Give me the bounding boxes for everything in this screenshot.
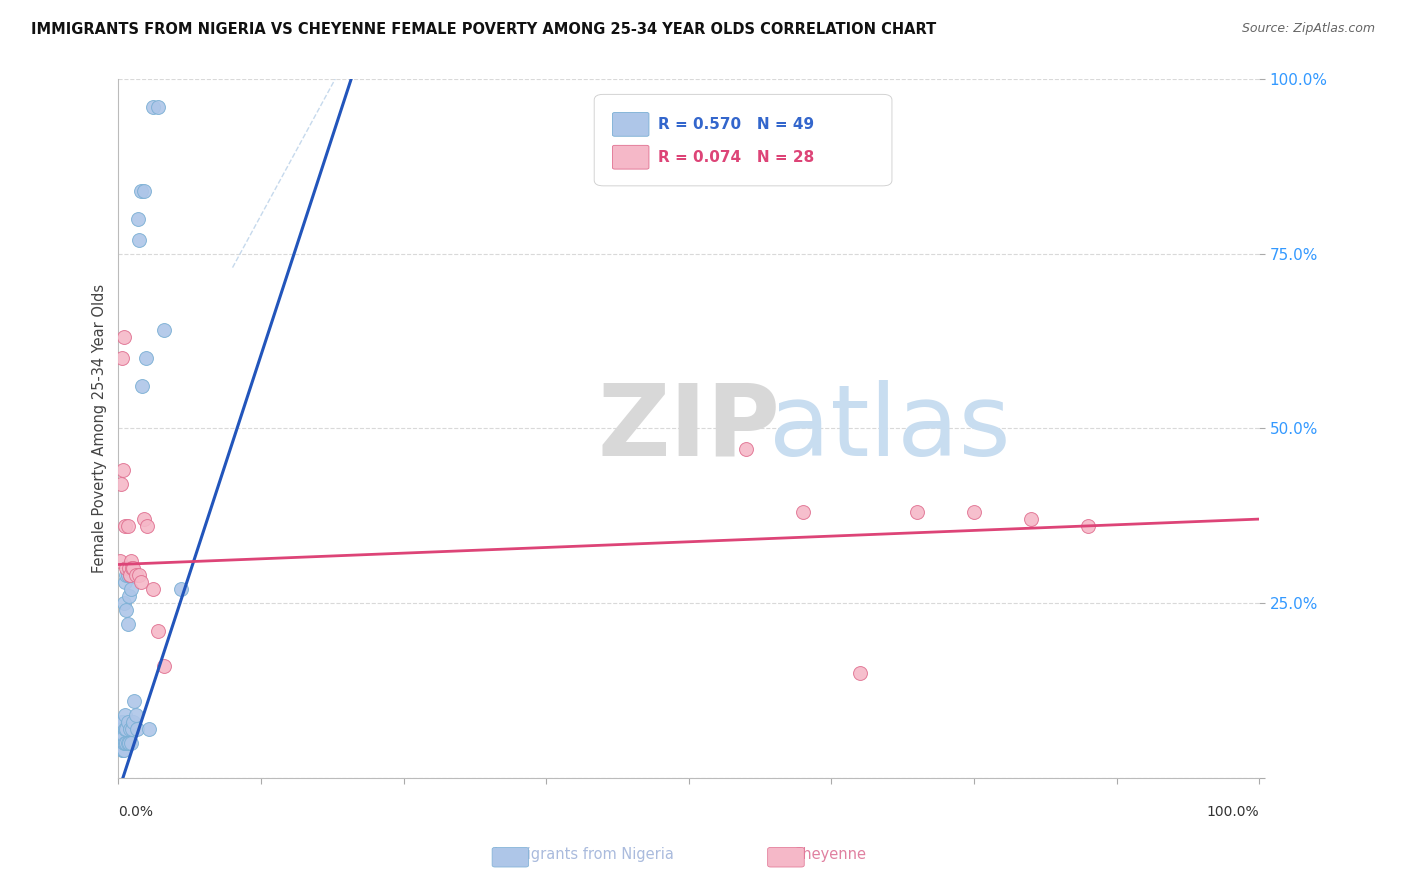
Point: [129, 574, 152, 589]
Point: [122, 561, 145, 575]
Point: [142, 100, 165, 114]
Point: [112, 330, 135, 344]
Point: [849, 665, 872, 680]
Point: [131, 379, 153, 393]
Point: [135, 351, 157, 366]
Point: [121, 722, 143, 736]
Point: [114, 574, 136, 589]
Point: [118, 736, 141, 750]
Point: [1019, 512, 1042, 526]
Point: [111, 722, 134, 736]
Point: [118, 568, 141, 582]
Point: [1077, 519, 1099, 533]
Point: [112, 742, 135, 756]
Point: [124, 694, 146, 708]
Point: [108, 722, 131, 736]
Point: [114, 707, 136, 722]
Point: [125, 722, 148, 736]
Point: [114, 722, 136, 736]
Text: IMMIGRANTS FROM NIGERIA VS CHEYENNE FEMALE POVERTY AMONG 25-34 YEAR OLDS CORRELA: IMMIGRANTS FROM NIGERIA VS CHEYENNE FEMA…: [31, 22, 936, 37]
Point: [735, 442, 758, 457]
Point: [111, 714, 134, 729]
Text: Source: ZipAtlas.com: Source: ZipAtlas.com: [1241, 22, 1375, 36]
Point: [138, 722, 160, 736]
Point: [111, 742, 134, 756]
Point: [124, 568, 146, 582]
Point: [128, 233, 150, 247]
Point: [110, 714, 132, 729]
Point: [117, 616, 139, 631]
Point: [115, 603, 138, 617]
Point: [118, 589, 141, 603]
Point: [108, 736, 131, 750]
Point: [117, 714, 139, 729]
Point: [115, 736, 138, 750]
Text: Cheyenne: Cheyenne: [793, 847, 866, 862]
Point: [122, 714, 145, 729]
Point: [111, 736, 134, 750]
Point: [111, 742, 134, 756]
Text: ZIP: ZIP: [598, 380, 780, 476]
Point: [170, 582, 193, 596]
Point: [153, 658, 176, 673]
Point: [148, 100, 170, 114]
Point: [120, 582, 142, 596]
FancyBboxPatch shape: [595, 95, 891, 186]
Point: [112, 729, 135, 743]
Point: [963, 505, 986, 519]
Point: [127, 211, 149, 226]
Point: [118, 561, 141, 575]
Text: R = 0.074   N = 28: R = 0.074 N = 28: [658, 150, 814, 165]
Point: [792, 505, 814, 519]
Point: [905, 505, 928, 519]
Point: [118, 568, 141, 582]
Text: atlas: atlas: [769, 380, 1011, 476]
Point: [114, 519, 136, 533]
Point: [120, 554, 142, 568]
Point: [111, 351, 134, 366]
Point: [148, 624, 170, 638]
Point: [114, 736, 136, 750]
Point: [112, 736, 135, 750]
Point: [110, 477, 132, 491]
FancyBboxPatch shape: [613, 112, 650, 136]
Text: R = 0.570   N = 49: R = 0.570 N = 49: [658, 117, 814, 132]
Point: [132, 184, 155, 198]
Point: [115, 722, 138, 736]
Point: [112, 596, 135, 610]
Point: [117, 519, 139, 533]
Point: [120, 736, 142, 750]
Y-axis label: Female Poverty Among 25-34 Year Olds: Female Poverty Among 25-34 Year Olds: [93, 284, 107, 573]
Point: [129, 184, 152, 198]
Point: [111, 463, 134, 477]
Point: [117, 568, 139, 582]
Point: [136, 519, 159, 533]
Point: [118, 722, 141, 736]
Point: [117, 736, 139, 750]
Point: [115, 561, 138, 575]
Point: [121, 561, 143, 575]
FancyBboxPatch shape: [613, 145, 650, 169]
Point: [111, 729, 134, 743]
Text: Immigrants from Nigeria: Immigrants from Nigeria: [494, 847, 673, 862]
Point: [108, 554, 131, 568]
Point: [115, 568, 138, 582]
Point: [128, 568, 150, 582]
Point: [153, 323, 176, 337]
Point: [124, 707, 146, 722]
Point: [142, 582, 165, 596]
Text: 0.0%: 0.0%: [118, 805, 153, 820]
Text: 100.0%: 100.0%: [1206, 805, 1260, 820]
Point: [118, 561, 141, 575]
Point: [110, 736, 132, 750]
Point: [132, 512, 155, 526]
